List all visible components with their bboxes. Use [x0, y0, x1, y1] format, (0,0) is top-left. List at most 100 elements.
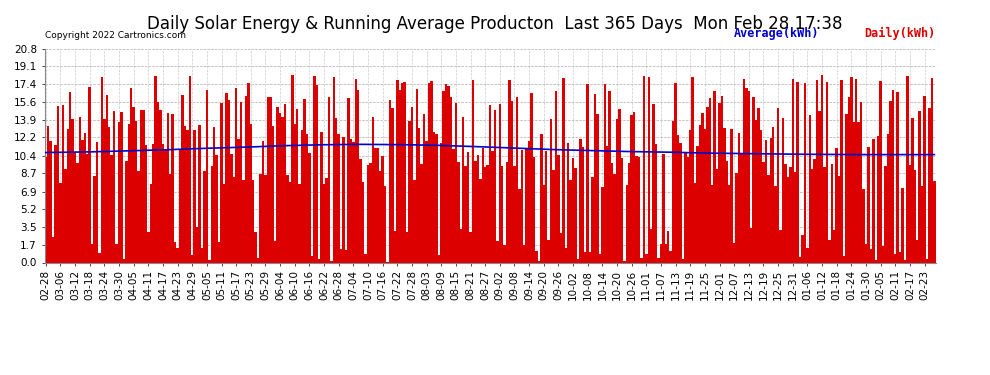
Bar: [689, 129, 691, 262]
Bar: [850, 77, 852, 262]
Bar: [814, 159, 816, 262]
Bar: [645, 254, 647, 262]
Bar: [81, 140, 83, 262]
Bar: [731, 129, 733, 262]
Bar: [899, 252, 901, 262]
Bar: [611, 163, 614, 262]
Bar: [584, 252, 586, 262]
Bar: [589, 252, 591, 262]
Bar: [411, 107, 413, 262]
Bar: [501, 166, 504, 262]
Bar: [171, 114, 174, 262]
Bar: [738, 133, 741, 262]
Bar: [371, 117, 374, 262]
Bar: [156, 102, 159, 262]
Bar: [767, 176, 769, 262]
Bar: [343, 136, 345, 262]
Bar: [921, 186, 924, 262]
Bar: [369, 163, 371, 262]
Bar: [366, 165, 369, 262]
Bar: [855, 79, 857, 262]
Bar: [894, 255, 897, 262]
Bar: [266, 96, 269, 262]
Bar: [298, 184, 301, 262]
Bar: [806, 248, 809, 262]
Bar: [741, 153, 742, 262]
Bar: [245, 96, 248, 262]
Bar: [198, 125, 201, 262]
Bar: [562, 78, 564, 262]
Bar: [508, 80, 511, 262]
Bar: [225, 93, 228, 262]
Bar: [213, 127, 216, 262]
Bar: [135, 122, 138, 262]
Bar: [874, 260, 877, 262]
Bar: [401, 83, 403, 262]
Bar: [581, 147, 584, 262]
Bar: [79, 117, 81, 262]
Bar: [323, 184, 326, 262]
Bar: [772, 126, 774, 262]
Bar: [261, 141, 264, 262]
Bar: [860, 102, 862, 262]
Bar: [531, 93, 533, 262]
Bar: [449, 96, 452, 262]
Bar: [303, 99, 306, 262]
Bar: [567, 143, 569, 262]
Bar: [472, 80, 474, 262]
Bar: [56, 106, 59, 262]
Bar: [74, 152, 76, 262]
Bar: [179, 149, 181, 262]
Bar: [674, 82, 677, 262]
Bar: [233, 177, 235, 262]
Bar: [882, 246, 884, 262]
Bar: [736, 173, 738, 262]
Bar: [413, 180, 416, 262]
Bar: [564, 248, 567, 262]
Bar: [93, 176, 96, 262]
Bar: [614, 174, 616, 262]
Bar: [108, 127, 111, 262]
Bar: [691, 77, 694, 262]
Bar: [742, 79, 745, 262]
Bar: [774, 186, 777, 262]
Bar: [867, 147, 869, 262]
Bar: [719, 103, 721, 262]
Bar: [326, 178, 328, 262]
Bar: [479, 179, 481, 262]
Bar: [711, 185, 714, 262]
Bar: [203, 171, 206, 262]
Bar: [796, 82, 799, 262]
Bar: [240, 102, 243, 262]
Bar: [486, 165, 489, 262]
Bar: [111, 154, 113, 262]
Bar: [113, 111, 116, 262]
Bar: [764, 140, 767, 262]
Bar: [235, 88, 238, 262]
Bar: [626, 185, 628, 262]
Bar: [652, 104, 654, 262]
Bar: [120, 112, 123, 262]
Bar: [733, 243, 736, 262]
Bar: [745, 88, 747, 262]
Bar: [148, 232, 149, 262]
Bar: [254, 232, 257, 262]
Bar: [443, 92, 445, 262]
Bar: [454, 103, 457, 262]
Bar: [47, 126, 50, 262]
Bar: [599, 254, 601, 262]
Bar: [511, 101, 513, 262]
Bar: [559, 232, 562, 262]
Bar: [238, 139, 240, 262]
Bar: [423, 114, 426, 262]
Bar: [831, 164, 833, 262]
Bar: [779, 230, 782, 262]
Bar: [836, 147, 838, 262]
Bar: [704, 129, 706, 262]
Bar: [130, 88, 133, 262]
Bar: [777, 108, 779, 262]
Bar: [931, 78, 934, 262]
Bar: [116, 244, 118, 262]
Bar: [721, 96, 723, 262]
Bar: [418, 128, 421, 262]
